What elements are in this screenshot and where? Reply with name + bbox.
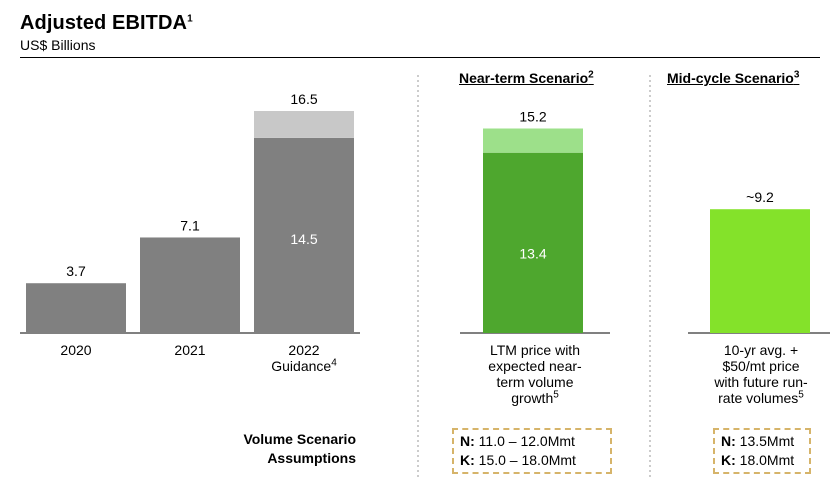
- near-term-assumption-k: K: 15.0 – 18.0Mmt: [460, 452, 576, 468]
- category-label-mid-cycle: 10-yr avg. + $50/mt price with future ru…: [714, 342, 808, 406]
- category-label-near-term: LTM price with expected near- term volum…: [488, 342, 582, 406]
- title-footnote-marker: 1: [187, 13, 193, 25]
- category-label-2020: 2020: [60, 342, 92, 358]
- bar-2020: [26, 283, 126, 333]
- near-term-assumptions-box: N: 11.0 – 12.0Mmt K: 15.0 – 18.0Mmt: [452, 428, 612, 474]
- near-term-scenario-header: Near-term Scenario2: [459, 69, 594, 86]
- page-title: Adjusted EBITDA1: [20, 12, 193, 34]
- mid-cycle-scenario-header: Mid-cycle Scenario3: [667, 69, 800, 86]
- mid-cycle-assumptions-box: N: 13.5Mmt K: 18.0Mmt: [713, 428, 811, 474]
- bar-2022-guidance-increment: [254, 111, 354, 138]
- mid-cycle-assumption-n: N: 13.5Mmt: [721, 433, 795, 449]
- bar-near-term-increment: [483, 128, 583, 153]
- data-label-total-near-term: 15.2: [519, 108, 546, 124]
- subtitle: US$ Billions: [20, 37, 96, 53]
- data-label-base-2022-guidance: 14.5: [290, 231, 317, 247]
- category-label-2022-guidance: 2022 Guidance4: [271, 342, 337, 374]
- bar-near-term: [483, 152, 583, 333]
- data-label-base-near-term: 13.4: [519, 246, 546, 262]
- data-label-total-2020: 3.7: [66, 263, 86, 279]
- data-label-total-mid-cycle: ~9.2: [746, 189, 774, 205]
- title-divider: [20, 57, 820, 58]
- category-label-2021: 2021: [174, 342, 206, 358]
- bar-2022-guidance: [254, 137, 354, 333]
- near-term-assumption-n: N: 11.0 – 12.0Mmt: [460, 433, 575, 449]
- bar-mid-cycle: [710, 209, 810, 333]
- data-label-total-2022-guidance: 16.5: [290, 91, 317, 107]
- bar-2021: [140, 237, 240, 333]
- mid-cycle-assumption-k: K: 18.0Mmt: [721, 452, 795, 468]
- volume-scenario-label: Volume Scenario Assumptions: [243, 431, 356, 466]
- data-label-total-2021: 7.1: [180, 217, 200, 233]
